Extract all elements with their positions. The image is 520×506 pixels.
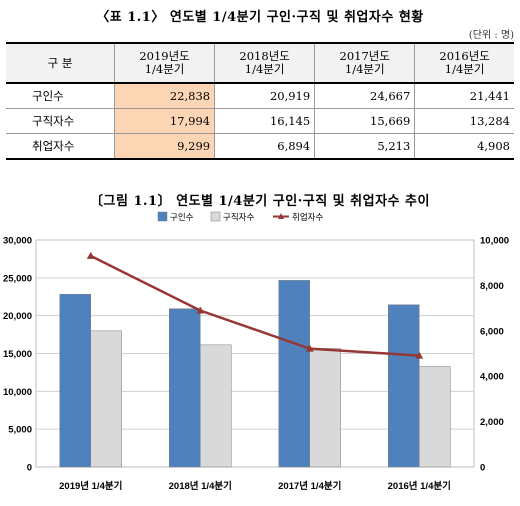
- x-tick-label: 2017년 1/4분기: [278, 480, 341, 492]
- x-tick-label: 2018년 1/4분기: [169, 480, 232, 492]
- line-point: [415, 351, 424, 359]
- y-right-tick-label: 6,000: [480, 326, 504, 337]
- bar-job-openings: [388, 304, 420, 468]
- cell: 24,667: [314, 83, 415, 109]
- line-employed: [90, 254, 420, 357]
- row-label: 취업자수: [6, 133, 115, 160]
- bar-job-seekers: [200, 344, 232, 468]
- y-right-tick-label: 8,000: [480, 281, 504, 292]
- cell: 17,994: [113, 108, 215, 134]
- y-left-tick-label: 25,000: [3, 273, 32, 284]
- cell: 15,669: [314, 108, 415, 134]
- combo-chart: 0 5,000 10,000 15,000 20,000 25,000 30,000 0 2,0…: [3, 211, 509, 492]
- cell: 21,441: [414, 83, 514, 109]
- cell: 22,838: [113, 83, 215, 109]
- line-point: [305, 344, 314, 352]
- cell: 6,894: [214, 133, 315, 160]
- y-left-tick-label: 0: [27, 463, 32, 474]
- bar-job-seekers: [309, 348, 341, 468]
- table-row: 구직자수 17,994 16,145 15,669 13,284: [6, 108, 514, 134]
- y-right-tick-label: 0: [480, 463, 485, 474]
- row-label: 구인수: [6, 83, 115, 109]
- cell: 5,213: [314, 133, 415, 160]
- bar-job-seekers: [90, 330, 122, 468]
- legend-swatch: [210, 211, 221, 222]
- cell: 13,284: [414, 108, 514, 134]
- line-point: [86, 251, 95, 259]
- header-category: 구 분: [6, 43, 115, 83]
- y-right-tick-label: 2,000: [480, 417, 504, 428]
- y-right-tick-label: 10,000: [480, 236, 509, 247]
- table-title: 〈표 1.1〉 연도별 1/4분기 구인·구직 및 취업자수 현황: [96, 10, 424, 25]
- bar-job-openings: [169, 308, 201, 468]
- bar-job-seekers: [419, 366, 451, 468]
- cell: 4,908: [414, 133, 514, 160]
- unit-label: (단위 : 명): [468, 30, 514, 41]
- x-tick-label: 2016년 1/4분기: [388, 480, 451, 492]
- cell: 16,145: [214, 108, 315, 134]
- table-row: 취업자수 9,299 6,894 5,213 4,908: [6, 133, 514, 160]
- y-left-tick-label: 10,000: [3, 387, 32, 398]
- legend-label: 구직자수: [223, 212, 254, 223]
- y-left-tick-label: 15,000: [3, 349, 32, 360]
- x-tick-label: 2019년 1/4분기: [59, 480, 122, 492]
- bar-job-openings: [59, 293, 91, 468]
- y-right-tick-label: 4,000: [480, 372, 504, 383]
- table-header-row: 구 분 2019년도 1/4분기 2018년도 1/4분기 2017년도 1/4…: [6, 43, 514, 83]
- cell: 20,919: [214, 83, 315, 109]
- legend-label: 취업자수: [292, 213, 323, 223]
- legend-label: 구인수: [170, 212, 194, 223]
- legend-swatch: [157, 211, 168, 222]
- header-2019: 2019년도 1/4분기: [113, 43, 215, 83]
- row-label: 구직자수: [6, 108, 115, 134]
- header-2017: 2017년도 1/4분기: [314, 43, 415, 83]
- cell: 9,299: [113, 133, 215, 160]
- table-row: 구인수 22,838 20,919 24,667 21,441: [6, 83, 514, 109]
- figure-title: 〔그림 1.1〕 연도별 1/4분기 구인·구직 및 취업자수 추이: [90, 194, 430, 209]
- header-2016: 2016년도 1/4분기: [414, 43, 514, 83]
- y-left-tick-label: 20,000: [3, 311, 32, 322]
- y-left-tick-label: 30,000: [3, 236, 32, 247]
- legend-marker: [278, 213, 284, 219]
- y-left-tick-label: 5,000: [8, 425, 32, 436]
- bar-job-openings: [278, 280, 310, 468]
- header-2018: 2018년도 1/4분기: [214, 43, 315, 83]
- stats-table: 구 분 2019년도 1/4분기 2018년도 1/4분기 2017년도 1/4…: [6, 42, 514, 160]
- line-point: [196, 306, 205, 314]
